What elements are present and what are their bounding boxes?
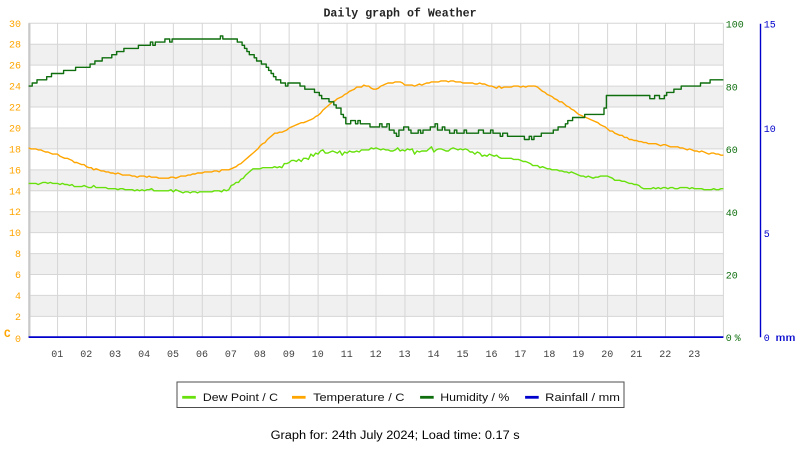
svg-text:15: 15 <box>764 21 776 32</box>
svg-text:30: 30 <box>9 20 21 31</box>
svg-text:Graph for: 24th July 2024; Loa: Graph for: 24th July 2024; Load time: 0.… <box>271 430 520 442</box>
svg-text:5: 5 <box>764 230 770 241</box>
svg-text:Daily graph of Weather: Daily graph of Weather <box>323 8 476 21</box>
svg-text:80: 80 <box>726 83 738 94</box>
svg-text:22: 22 <box>659 350 671 361</box>
svg-text:C: C <box>4 329 11 341</box>
svg-text:Rainfall / mm: Rainfall / mm <box>545 392 620 404</box>
svg-text:20: 20 <box>726 272 738 283</box>
svg-text:18: 18 <box>9 145 21 156</box>
svg-text:4: 4 <box>15 292 21 303</box>
svg-text:21: 21 <box>630 350 642 361</box>
svg-text:2: 2 <box>15 313 21 324</box>
svg-text:14: 14 <box>428 350 440 361</box>
svg-text:16: 16 <box>9 166 21 177</box>
svg-text:%: % <box>735 334 741 345</box>
svg-text:17: 17 <box>514 350 526 361</box>
svg-text:16: 16 <box>485 350 497 361</box>
svg-text:07: 07 <box>225 350 237 361</box>
svg-text:10: 10 <box>312 350 324 361</box>
svg-text:100: 100 <box>726 21 744 32</box>
svg-text:02: 02 <box>80 350 92 361</box>
svg-text:06: 06 <box>196 350 208 361</box>
svg-text:11: 11 <box>341 350 353 361</box>
svg-text:04: 04 <box>138 350 150 361</box>
svg-text:mm: mm <box>776 334 796 345</box>
svg-text:12: 12 <box>9 208 21 219</box>
svg-text:15: 15 <box>457 350 469 361</box>
svg-text:13: 13 <box>399 350 411 361</box>
svg-text:60: 60 <box>726 146 738 157</box>
svg-text:18: 18 <box>543 350 555 361</box>
svg-text:19: 19 <box>572 350 584 361</box>
svg-text:6: 6 <box>15 271 21 282</box>
svg-text:08: 08 <box>254 350 266 361</box>
svg-text:Humidity / %: Humidity / % <box>440 392 509 404</box>
svg-text:0: 0 <box>726 334 732 345</box>
svg-text:01: 01 <box>51 350 63 361</box>
svg-text:03: 03 <box>109 350 121 361</box>
svg-text:Dew Point / C: Dew Point / C <box>203 392 278 404</box>
svg-text:14: 14 <box>9 187 21 198</box>
svg-text:24: 24 <box>9 83 21 94</box>
svg-text:0: 0 <box>15 335 21 346</box>
svg-text:09: 09 <box>283 350 295 361</box>
svg-text:8: 8 <box>15 250 21 261</box>
svg-text:23: 23 <box>688 350 700 361</box>
svg-text:20: 20 <box>9 125 21 136</box>
svg-text:22: 22 <box>9 104 21 115</box>
svg-text:05: 05 <box>167 350 179 361</box>
svg-text:0: 0 <box>764 334 770 345</box>
svg-text:40: 40 <box>726 209 738 220</box>
svg-text:28: 28 <box>9 41 21 52</box>
svg-text:26: 26 <box>9 62 21 73</box>
svg-text:12: 12 <box>370 350 382 361</box>
svg-text:20: 20 <box>601 350 613 361</box>
svg-text:Temperature / C: Temperature / C <box>313 392 405 404</box>
svg-text:10: 10 <box>764 125 776 136</box>
svg-text:10: 10 <box>9 229 21 240</box>
